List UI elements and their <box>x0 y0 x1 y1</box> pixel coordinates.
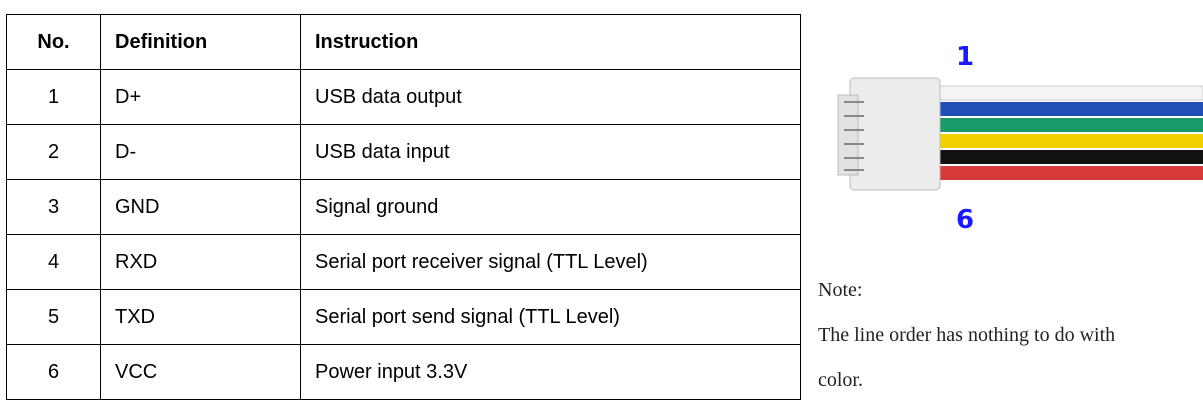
row: 6 VCC Power input 3.3V <box>6 344 801 400</box>
cell: 3 <box>6 179 101 235</box>
housing <box>837 77 941 191</box>
note-text: The line order has nothing to do with co… <box>818 324 1116 391</box>
cell: Power input 3.3V <box>300 344 801 400</box>
pin-label: 1 <box>956 42 975 72</box>
cell: GND <box>100 179 301 235</box>
cell: 4 <box>6 234 101 290</box>
row: 4 RXD Serial port receiver signal (TTL Lev… <box>6 234 801 290</box>
row: 2 D- USB data input <box>6 124 801 180</box>
cell: VCC <box>100 344 301 400</box>
row: 3 GND Signal ground <box>6 179 801 235</box>
cell: 5 <box>6 289 101 345</box>
wires <box>929 85 1203 180</box>
cell: TXD <box>100 289 301 345</box>
cell: 1 <box>6 69 101 125</box>
cell: 2 <box>6 124 101 180</box>
header-cell: Instruction <box>300 14 801 70</box>
header-row: No. Definition Instruction <box>6 14 801 70</box>
cell: Serial port receiver signal (TTL Level) <box>300 234 801 290</box>
cell: USB data input <box>300 124 801 180</box>
row: 1 D+ USB data output <box>6 69 801 125</box>
cell: D+ <box>100 69 301 125</box>
cell: Serial port send signal (TTL Level) <box>300 289 801 345</box>
note-title: Note: <box>818 279 863 301</box>
cell: 6 <box>6 344 101 400</box>
connector-photo <box>837 77 1203 191</box>
note: Note: The line order has nothing to do w… <box>818 268 1148 403</box>
header-cell: No. <box>6 14 101 70</box>
pin-label: 6 <box>956 205 975 235</box>
pin-table: No. Definition Instruction 1 D+ USB data out… <box>6 14 801 400</box>
cell: D- <box>100 124 301 180</box>
header-cell: Definition <box>100 14 301 70</box>
cell: Signal ground <box>300 179 801 235</box>
row: 5 TXD Serial port send signal (TTL Level) <box>6 289 801 345</box>
cell: RXD <box>100 234 301 290</box>
cell: USB data output <box>300 69 801 125</box>
